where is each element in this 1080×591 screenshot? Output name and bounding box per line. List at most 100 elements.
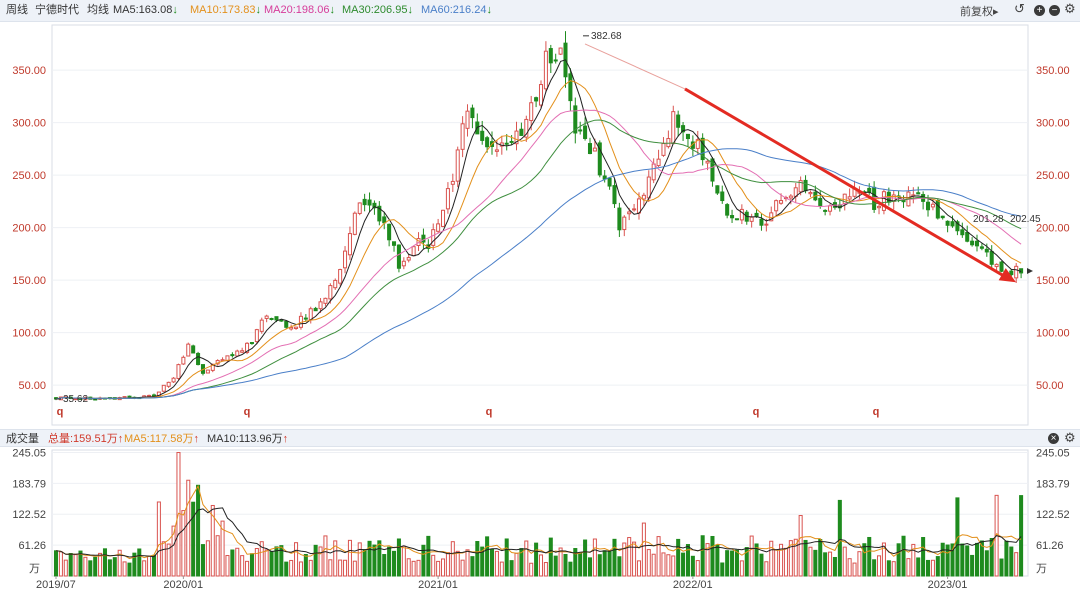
ma10-line bbox=[55, 80, 1022, 400]
candle-body bbox=[764, 223, 769, 226]
volume-bar bbox=[210, 504, 215, 577]
price-axis-left: 350.00 300.00 250.00 200.00 150.00 100.00 50.0… bbox=[12, 65, 46, 392]
candle-body bbox=[465, 110, 470, 129]
candle-body bbox=[436, 223, 441, 232]
volume-bar bbox=[279, 545, 284, 577]
volume-bar bbox=[788, 540, 793, 577]
volume-bar bbox=[1014, 552, 1019, 577]
candle-body bbox=[387, 223, 392, 241]
volume-bar bbox=[230, 549, 235, 577]
volume-bar bbox=[627, 537, 632, 577]
settings-icon[interactable]: ⚙ bbox=[1064, 430, 1076, 445]
volume-bar bbox=[573, 548, 578, 577]
volume-bar bbox=[872, 559, 877, 577]
volume-bar bbox=[137, 548, 142, 577]
price-tick-label: 50.00 bbox=[1036, 380, 1064, 392]
event-marker-q: q bbox=[873, 406, 880, 418]
volume-bar bbox=[808, 546, 813, 577]
volume-bar bbox=[372, 544, 377, 577]
volume-unit-label: 万 bbox=[1036, 563, 1047, 575]
zoom-in-icon[interactable]: + bbox=[1034, 5, 1045, 16]
volume-bar bbox=[886, 560, 891, 577]
volume-bar bbox=[671, 555, 676, 577]
volume-bar bbox=[284, 561, 289, 577]
volume-tick-label: 245.05 bbox=[1036, 447, 1070, 459]
event-marker-q: q bbox=[244, 406, 251, 418]
volume-bar bbox=[485, 536, 490, 577]
candle-body bbox=[661, 143, 666, 156]
candle-body bbox=[999, 261, 1004, 272]
volume-bar bbox=[935, 556, 940, 577]
volume-bar bbox=[132, 552, 137, 577]
volume-title: 成交量 bbox=[6, 433, 39, 445]
candle-body bbox=[803, 179, 808, 192]
volume-bar bbox=[308, 559, 313, 577]
volume-bar bbox=[930, 559, 935, 577]
volume-bar bbox=[318, 546, 323, 577]
settings-icon[interactable]: ⚙ bbox=[1064, 1, 1076, 16]
candle-body bbox=[279, 319, 284, 322]
volume-bar bbox=[979, 540, 984, 577]
volume-bar bbox=[690, 555, 695, 577]
candle-body bbox=[455, 149, 460, 182]
volume-bar bbox=[661, 552, 666, 577]
volume-bar bbox=[382, 554, 387, 577]
volume-bar bbox=[171, 525, 176, 577]
volume-bar bbox=[965, 545, 970, 577]
volume-bar bbox=[538, 554, 544, 577]
volume-bar bbox=[739, 560, 744, 577]
volume-bar bbox=[352, 560, 357, 577]
volume-bar bbox=[338, 559, 343, 577]
volume-bar bbox=[759, 553, 764, 577]
candle-body bbox=[538, 84, 544, 106]
adjust-dropdown[interactable]: 前复权▸ bbox=[960, 6, 999, 18]
candle-body bbox=[401, 260, 406, 267]
candle-body bbox=[494, 149, 499, 152]
candle-body bbox=[612, 185, 617, 205]
candle-body bbox=[367, 199, 372, 206]
volume-bar bbox=[362, 549, 367, 577]
candle-body bbox=[1009, 270, 1014, 276]
ma30-line bbox=[55, 119, 1022, 400]
zoom-out-icon[interactable]: − bbox=[1049, 5, 1060, 16]
volume-bar bbox=[323, 535, 328, 577]
candle-body bbox=[739, 208, 744, 221]
close-icon[interactable]: × bbox=[1048, 433, 1059, 444]
up-arrow-icon: ↑ bbox=[193, 433, 200, 445]
candle-body bbox=[245, 342, 250, 353]
up-arrow-icon: ↑ bbox=[117, 433, 124, 445]
price-tick-label: 100.00 bbox=[1036, 328, 1070, 340]
volume-bar bbox=[514, 552, 519, 577]
ma5-line bbox=[55, 59, 1022, 400]
candle-body bbox=[318, 301, 323, 310]
volume-bar bbox=[970, 554, 975, 577]
volume-bar bbox=[877, 555, 882, 577]
candle-body bbox=[411, 246, 416, 257]
period-label[interactable]: 周线 bbox=[6, 4, 28, 16]
volume-bar bbox=[347, 539, 352, 577]
volume-bar bbox=[636, 560, 641, 577]
undo-icon[interactable]: ↺ bbox=[1014, 1, 1025, 16]
candle-body bbox=[181, 356, 186, 365]
volume-bar bbox=[818, 539, 823, 577]
candle-body bbox=[264, 315, 269, 319]
volume-bar bbox=[480, 546, 485, 577]
ma-type-label[interactable]: 均线 bbox=[87, 4, 109, 16]
candle-body bbox=[989, 250, 994, 265]
candle-body bbox=[485, 137, 490, 148]
candle-body bbox=[269, 317, 274, 320]
volume-bar bbox=[999, 558, 1004, 577]
candle-body bbox=[205, 369, 210, 374]
total-volume: 总量:159.51万↑ bbox=[48, 433, 124, 445]
candle-body bbox=[769, 212, 774, 222]
candle-body bbox=[730, 215, 735, 219]
candle-body bbox=[240, 350, 245, 353]
dropdown-icon: ▸ bbox=[993, 6, 999, 18]
candle-body bbox=[259, 319, 264, 332]
time-tick-label: 2022/01 bbox=[673, 579, 713, 591]
volume-bar bbox=[803, 539, 808, 577]
volume-bar bbox=[1009, 546, 1014, 577]
candle-body bbox=[524, 118, 529, 138]
